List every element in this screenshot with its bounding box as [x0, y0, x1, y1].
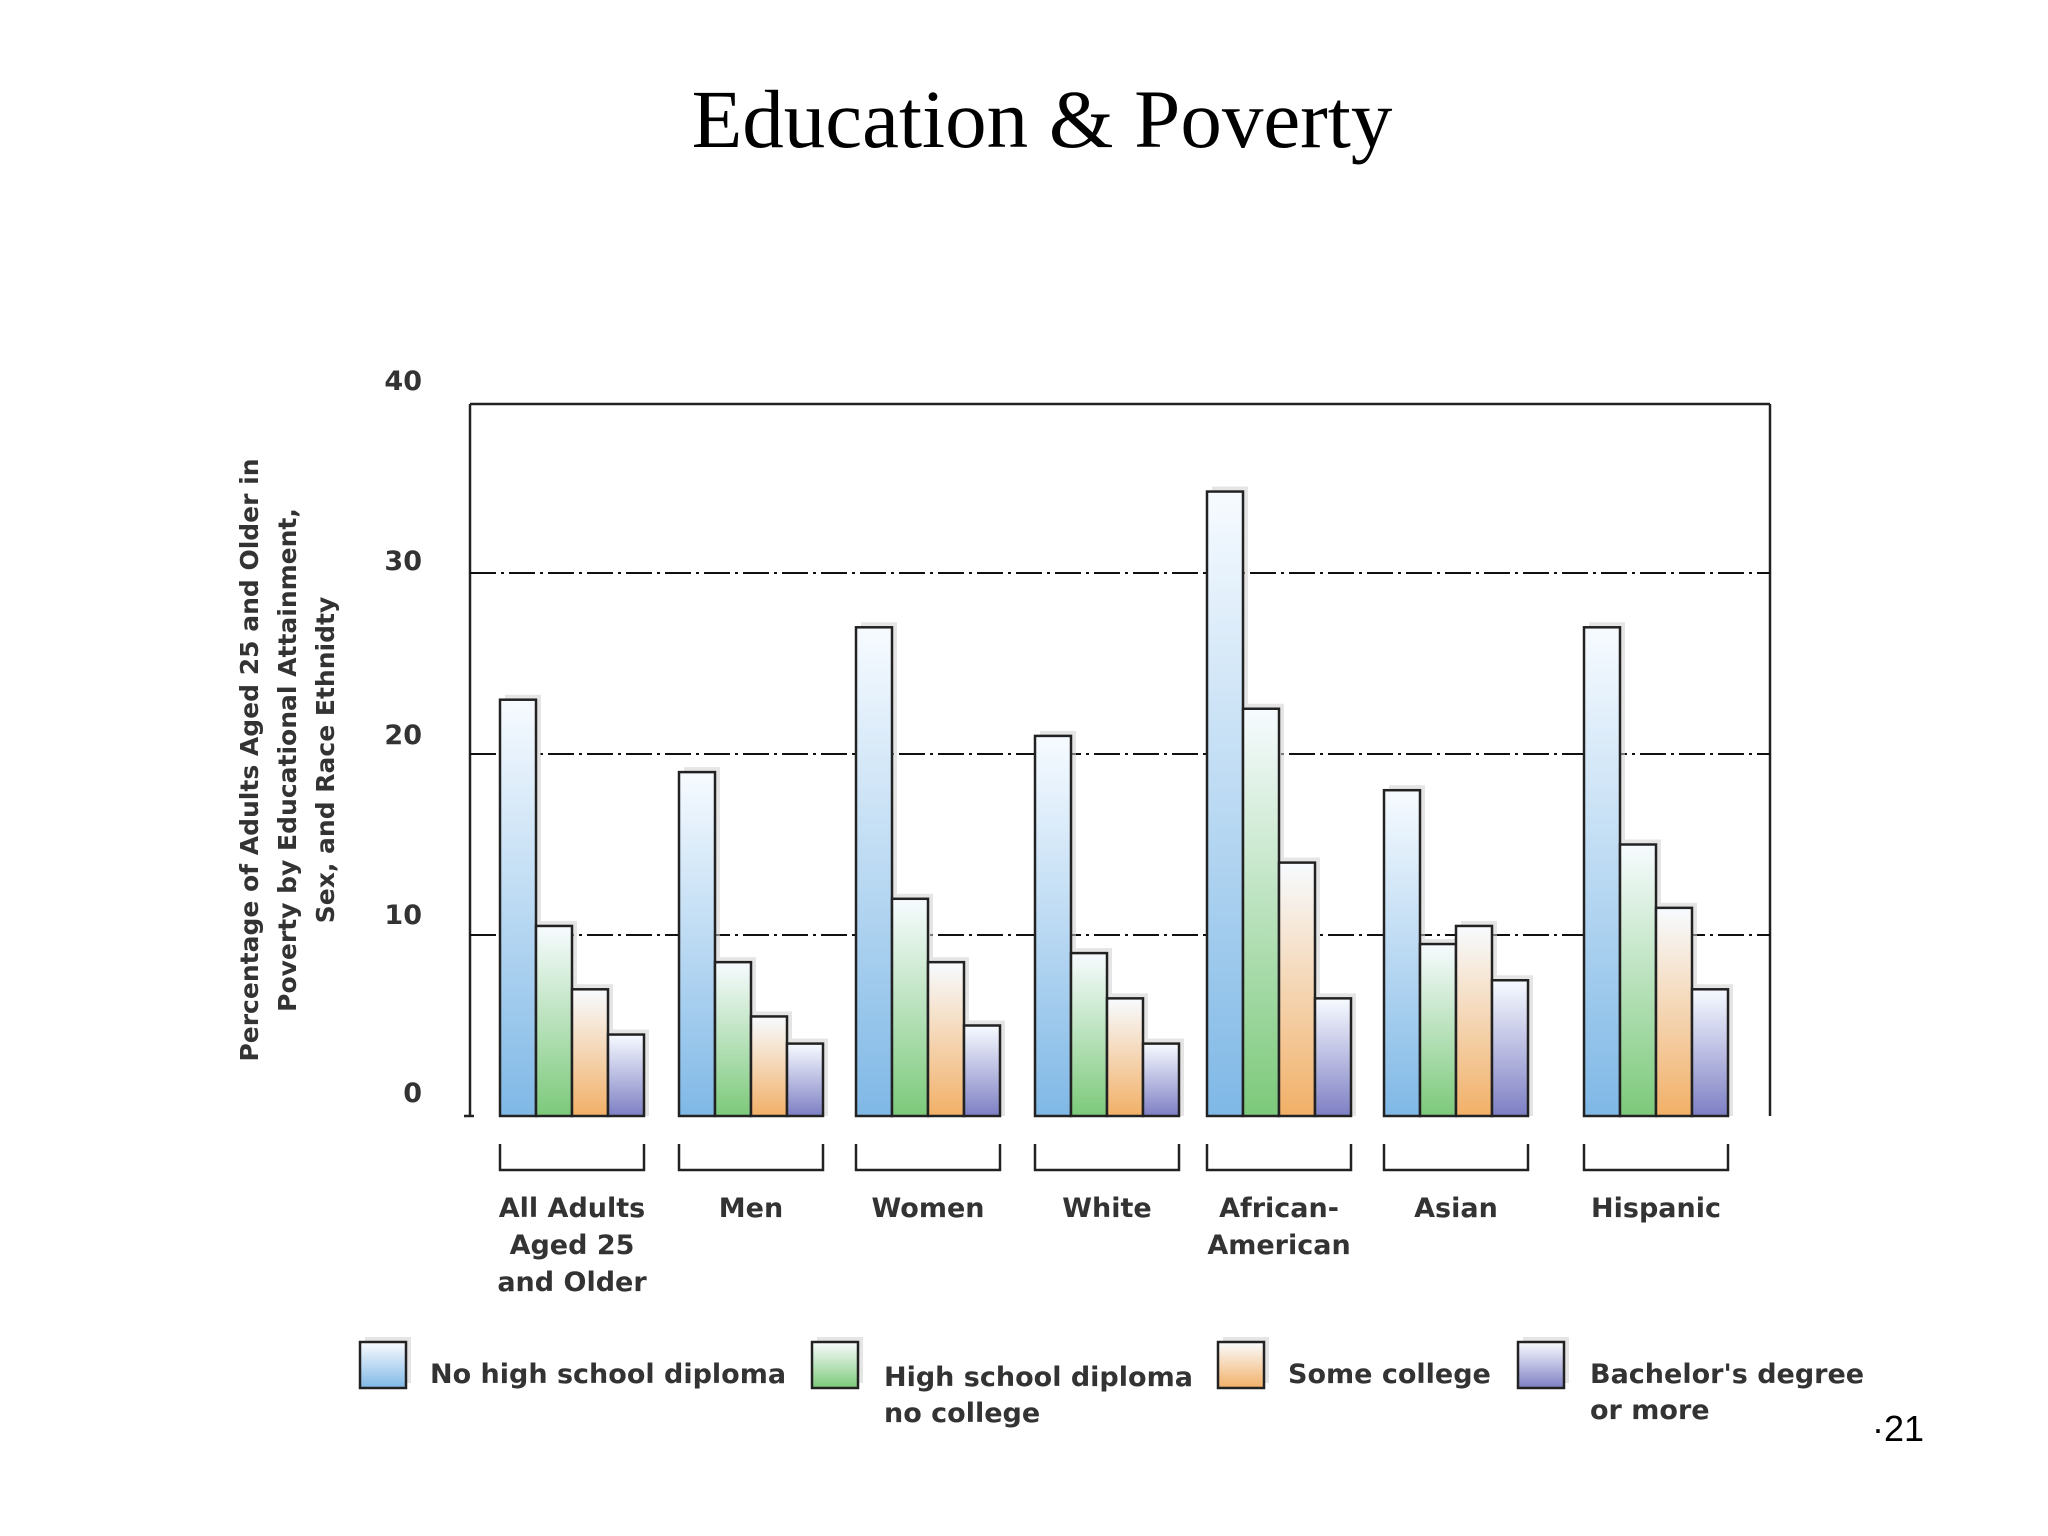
category-label: Men: [719, 1193, 783, 1224]
bar: [785, 1042, 825, 1118]
bar: [1033, 734, 1073, 1118]
legend-label: Some college: [1288, 1359, 1491, 1390]
category-label: American: [1207, 1230, 1350, 1261]
category-bracket: [1033, 1144, 1181, 1172]
bar: [1141, 1042, 1181, 1118]
legend-label: Bachelor's degree: [1590, 1359, 1864, 1390]
legend-swatch: [1216, 1340, 1266, 1390]
bar: [1690, 988, 1730, 1118]
bar: [1490, 979, 1530, 1118]
category-bracket: [677, 1144, 825, 1172]
bar: [498, 698, 538, 1118]
category-bracket: [1205, 1144, 1353, 1172]
legend-label: no college: [884, 1398, 1040, 1429]
bar: [1654, 906, 1694, 1118]
bar: [534, 924, 574, 1118]
legend-swatch: [810, 1340, 860, 1390]
y-tick-label: 40: [384, 366, 422, 397]
y-tick-label: 30: [384, 546, 422, 577]
bar: [1582, 626, 1622, 1118]
bar: [1241, 707, 1281, 1118]
y-tick-label: 10: [384, 900, 422, 931]
legend-swatch: [358, 1340, 408, 1390]
bar: [749, 1015, 789, 1118]
category-bracket: [498, 1144, 646, 1172]
bar: [606, 1033, 646, 1118]
category-label: African-: [1219, 1193, 1339, 1224]
bar: [1105, 997, 1145, 1118]
legend-label: High school diploma: [884, 1362, 1193, 1393]
legend-item: High school diploma no college: [810, 1337, 1193, 1429]
bar: [1313, 997, 1353, 1118]
y-axis-label-line: Sex, and Race Ethnidty: [311, 597, 340, 924]
bar: [1454, 924, 1494, 1118]
legend-item: Bachelor's degree or more: [1516, 1337, 1864, 1426]
y-axis-label-line: Poverty by Educational Attainment,: [273, 508, 302, 1012]
bar: [962, 1024, 1002, 1118]
bar: [1618, 843, 1658, 1118]
bar: [1382, 788, 1422, 1118]
category-label: Asian: [1414, 1193, 1498, 1224]
y-tick-label: 20: [384, 720, 422, 751]
category-label: Women: [871, 1193, 984, 1224]
bar: [926, 960, 966, 1118]
category-bracket: [854, 1144, 1002, 1172]
y-axis-label: Percentage of Adults Aged 25 and Older i…: [235, 458, 340, 1061]
category-bracket: [1382, 1144, 1530, 1172]
bar: [890, 897, 930, 1118]
category-label: Aged 25: [510, 1230, 635, 1261]
y-axis-label-line: Percentage of Adults Aged 25 and Older i…: [235, 458, 264, 1061]
legend-swatch: [1516, 1340, 1566, 1390]
bar: [1205, 490, 1245, 1118]
category-bracket: [1582, 1144, 1730, 1172]
legend-item: Some college: [1216, 1337, 1491, 1390]
bar: [713, 960, 753, 1118]
bar: [570, 988, 610, 1118]
category-label: and Older: [497, 1267, 647, 1298]
legend-label: No high school diploma: [430, 1359, 786, 1390]
category-label: White: [1062, 1193, 1151, 1224]
bar: [854, 626, 894, 1118]
category-label: Hispanic: [1591, 1193, 1721, 1224]
bar: [1069, 951, 1109, 1118]
y-tick-label: 0: [403, 1078, 422, 1109]
legend-label: or more: [1590, 1395, 1710, 1426]
legend-item: No high school diploma: [358, 1337, 786, 1390]
slide-title: Education & Poverty: [691, 73, 1393, 165]
bar: [677, 770, 717, 1118]
category-label: All Adults: [499, 1193, 645, 1224]
slide-number: ·21: [1872, 1408, 1925, 1449]
bar: [1277, 861, 1317, 1118]
bar: [1418, 942, 1458, 1118]
